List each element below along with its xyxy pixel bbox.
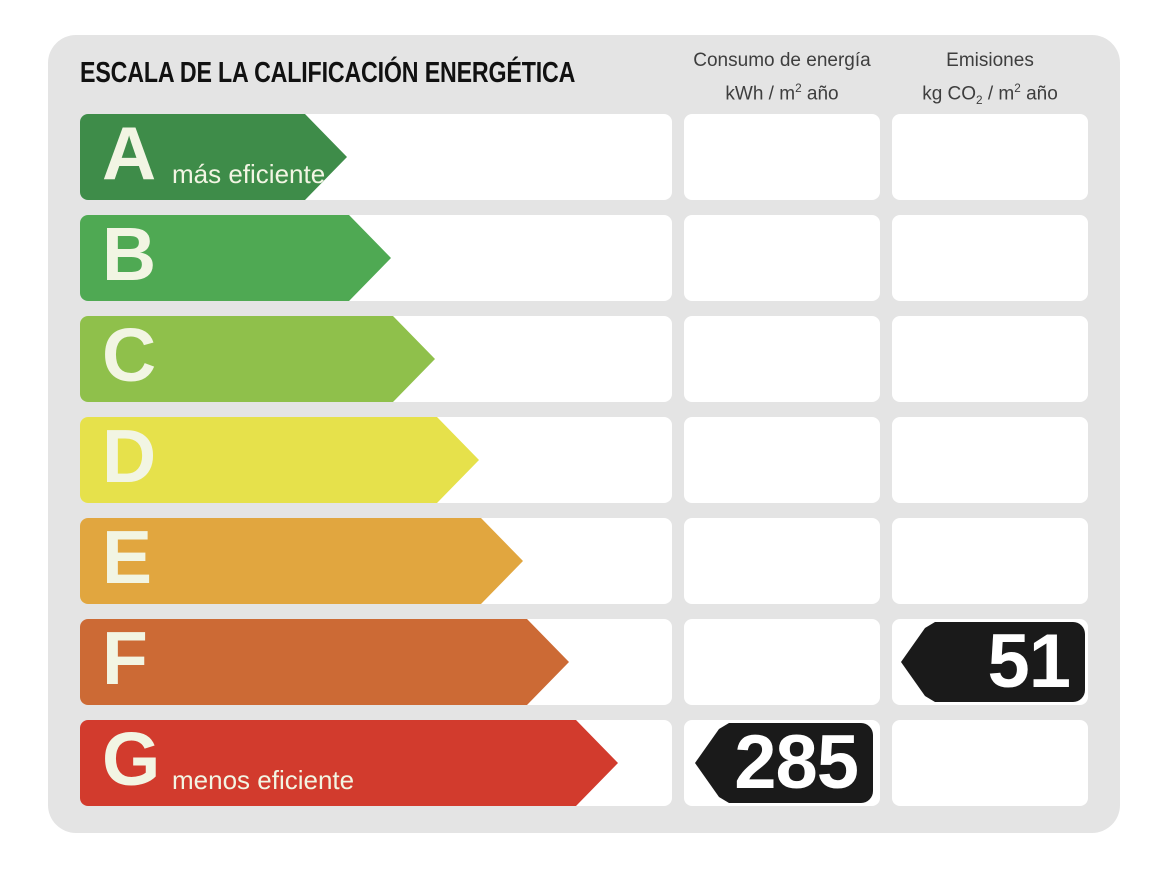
consumo-cell-c — [684, 316, 880, 402]
rating-arrow-d: D — [80, 417, 479, 503]
emisiones-value-tag: 51 — [901, 622, 1085, 702]
emisiones-cell-a — [892, 114, 1088, 200]
rating-arrow-c: C — [80, 316, 435, 402]
rating-letter-e: E — [102, 514, 153, 599]
rating-arrow-a: A más eficiente — [80, 114, 347, 200]
energy-rating-panel: ESCALA DE LA CALIFICACIÓN ENERGÉTICA Con… — [48, 35, 1120, 833]
emisiones-header-line1: Emisiones — [946, 50, 1034, 71]
consumo-cell-a — [684, 114, 880, 200]
bar-track-a: A más eficiente — [80, 114, 672, 200]
rating-rows: A más eficiente B C — [80, 114, 1088, 806]
rating-arrow-f: F — [80, 619, 569, 705]
rating-arrow-b: B — [80, 215, 391, 301]
rating-row-e: E — [80, 518, 1088, 604]
consumo-cell-f — [684, 619, 880, 705]
bar-track-c: C — [80, 316, 672, 402]
bar-track-e: E — [80, 518, 672, 604]
rating-row-f: F 51 — [80, 619, 1088, 705]
rating-letter-d: D — [102, 413, 157, 498]
rating-letter-f: F — [102, 615, 148, 700]
panel-header: ESCALA DE LA CALIFICACIÓN ENERGÉTICA Con… — [80, 35, 1088, 114]
emisiones-cell-g — [892, 720, 1088, 806]
rating-arrow-e: E — [80, 518, 523, 604]
emisiones-cell-c — [892, 316, 1088, 402]
consumo-value: 285 — [734, 720, 858, 805]
emisiones-value: 51 — [987, 619, 1070, 704]
emisiones-column-header: Emisiones kg CO2 / m2 año — [892, 47, 1088, 115]
consumo-value-tag: 285 — [695, 723, 873, 803]
emisiones-header-line2: kg CO2 / m2 año — [922, 82, 1058, 108]
consumo-cell-d — [684, 417, 880, 503]
bar-track-f: F — [80, 619, 672, 705]
rating-letter-a: A — [102, 110, 157, 195]
rating-row-b: B — [80, 215, 1088, 301]
scale-title: ESCALA DE LA CALIFICACIÓN ENERGÉTICA — [80, 57, 576, 89]
rating-row-c: C — [80, 316, 1088, 402]
emisiones-cell-d — [892, 417, 1088, 503]
bar-track-b: B — [80, 215, 672, 301]
consumo-cell-g: 285 — [684, 720, 880, 806]
consumo-cell-b — [684, 215, 880, 301]
emisiones-cell-e — [892, 518, 1088, 604]
consumo-header-line2: kWh / m2 año — [725, 82, 839, 105]
least-efficient-label: menos eficiente — [172, 765, 355, 795]
rating-letter-b: B — [102, 211, 157, 296]
rating-row-g: G menos eficiente 285 — [80, 720, 1088, 806]
rating-letter-g: G — [102, 716, 161, 801]
consumo-header-line1: Consumo de energía — [693, 50, 871, 71]
consumo-cell-e — [684, 518, 880, 604]
bar-track-d: D — [80, 417, 672, 503]
most-efficient-label: más eficiente — [172, 159, 326, 189]
emisiones-cell-b — [892, 215, 1088, 301]
emisiones-cell-f: 51 — [892, 619, 1088, 705]
bar-track-g: G menos eficiente — [80, 720, 672, 806]
rating-letter-c: C — [102, 312, 157, 397]
rating-row-d: D — [80, 417, 1088, 503]
rating-arrow-g: G menos eficiente — [80, 720, 618, 806]
rating-row-a: A más eficiente — [80, 114, 1088, 200]
consumo-column-header: Consumo de energía kWh / m2 año — [684, 47, 880, 108]
